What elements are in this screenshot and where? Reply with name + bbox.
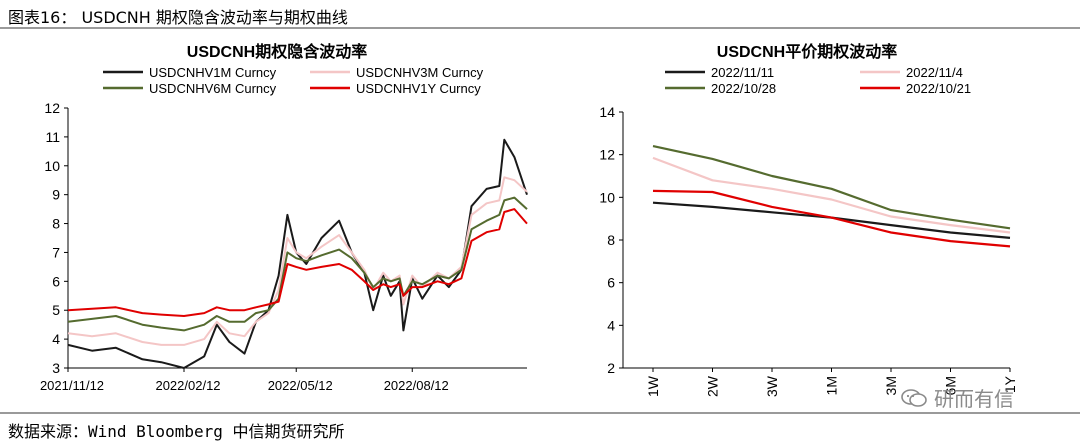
x-tick-label: 1W	[645, 375, 661, 397]
y-tick-label: 6	[607, 275, 615, 291]
top-rule	[0, 27, 1080, 29]
x-tick-label: 2021/11/12	[40, 378, 104, 393]
series-line	[67, 176, 528, 346]
y-tick-label: 8	[52, 216, 60, 232]
y-tick-label: 3	[52, 360, 60, 376]
series-line	[67, 196, 528, 332]
y-tick-label: 6	[52, 273, 60, 289]
x-tick-label: 3W	[764, 375, 780, 397]
y-tick-label: 10	[44, 158, 60, 174]
x-tick-label: 1Y	[1002, 375, 1018, 393]
series-line	[652, 156, 1011, 234]
series-line	[67, 208, 528, 317]
chart1-title: USDCNH期权隐含波动率	[187, 42, 367, 61]
watermark-text: 研而有信	[934, 387, 1014, 411]
wechat-icon	[901, 388, 927, 407]
x-tick-label: 3M	[883, 376, 899, 395]
legend-label: USDCNHV1Y Curncy	[356, 81, 481, 96]
x-tick-label: 2W	[705, 375, 721, 397]
legend-label: 2022/10/28	[711, 81, 776, 96]
legend-label: USDCNHV6M Curncy	[149, 81, 277, 96]
y-tick-label: 4	[52, 331, 60, 347]
y-tick-label: 12	[44, 100, 60, 116]
legend-label: 2022/11/11	[711, 65, 774, 80]
x-tick-label: 2022/08/12	[384, 378, 449, 393]
y-tick-label: 12	[599, 147, 615, 163]
y-tick-label: 7	[52, 244, 60, 260]
x-tick-label: 6M	[943, 376, 959, 395]
legend-label: USDCNHV3M Curncy	[356, 65, 484, 80]
y-tick-label: 11	[45, 129, 60, 145]
y-tick-label: 9	[52, 187, 60, 203]
chart2-title: USDCNH平价期权波动率	[717, 42, 897, 61]
y-tick-label: 5	[52, 302, 60, 318]
x-tick-label: 2022/05/12	[268, 378, 333, 393]
y-tick-label: 14	[599, 104, 615, 120]
y-tick-label: 10	[599, 189, 615, 205]
legend-label: 2022/10/21	[906, 81, 971, 96]
legend-label: 2022/11/4	[906, 65, 963, 80]
y-tick-label: 8	[607, 232, 615, 248]
watermark: 研而有信	[900, 383, 1014, 412]
implied-vol-chart: USDCNH期权隐含波动率 USDCNHV1M Curncy USDCNHV3M C…	[40, 42, 528, 393]
page-title: 图表16： USDCNH 期权隐含波动率与期权曲线	[8, 8, 348, 27]
y-tick-label: 4	[607, 317, 615, 333]
x-tick-label: 2022/02/12	[155, 378, 220, 393]
series-line	[652, 145, 1011, 230]
source-note: 数据来源：Wind Bloomberg 中信期货研究所	[8, 422, 345, 441]
series-line	[652, 189, 1011, 248]
y-tick-label: 2	[607, 360, 615, 376]
legend-label: USDCNHV1M Curncy	[149, 65, 277, 80]
bottom-rule	[0, 412, 1080, 414]
x-tick-label: 1M	[824, 376, 840, 395]
